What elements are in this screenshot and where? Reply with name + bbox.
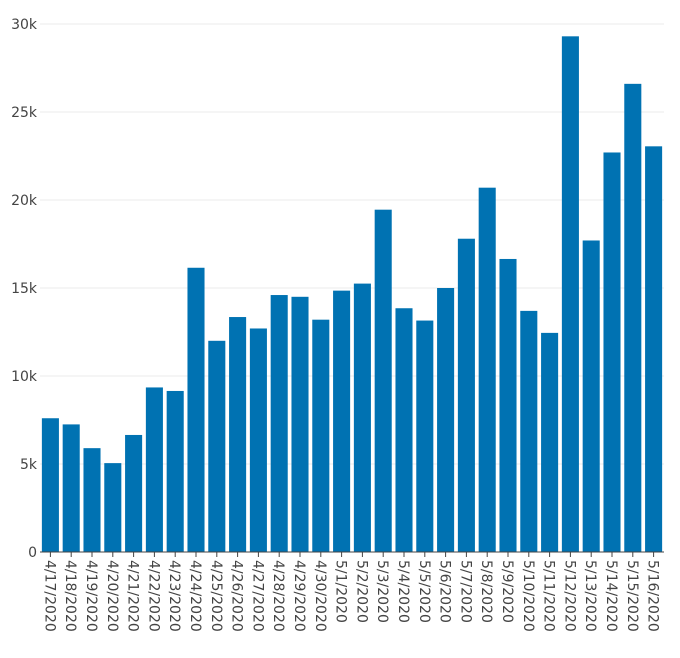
bar bbox=[145, 387, 163, 552]
bar bbox=[561, 36, 579, 552]
x-tick-label: 4/19/2020 bbox=[83, 560, 99, 632]
x-tick-label: 5/8/2020 bbox=[478, 560, 494, 623]
x-tick-label: 4/30/2020 bbox=[312, 560, 328, 632]
bar bbox=[187, 267, 205, 552]
y-tick-label: 20k bbox=[11, 193, 38, 209]
x-tick-label: 4/20/2020 bbox=[104, 560, 120, 632]
y-tick-label: 10k bbox=[11, 369, 38, 385]
bar bbox=[270, 295, 288, 552]
bar bbox=[499, 258, 517, 552]
x-tick-label: 4/22/2020 bbox=[145, 560, 161, 632]
x-tick-label: 5/16/2020 bbox=[645, 560, 661, 632]
y-tick-label: 15k bbox=[11, 281, 38, 297]
bar bbox=[83, 448, 101, 552]
bar bbox=[353, 283, 371, 552]
bar bbox=[208, 340, 226, 552]
x-tick-label: 4/25/2020 bbox=[208, 560, 224, 632]
x-tick-label: 5/2/2020 bbox=[353, 560, 369, 623]
x-tick-label: 4/24/2020 bbox=[187, 560, 203, 632]
y-tick-label: 0 bbox=[28, 545, 37, 561]
bar bbox=[312, 319, 330, 552]
bars bbox=[41, 36, 663, 553]
bar bbox=[603, 152, 621, 553]
x-tick-label: 4/21/2020 bbox=[125, 560, 141, 632]
x-tick-label: 5/9/2020 bbox=[499, 560, 515, 623]
gridlines bbox=[40, 23, 664, 465]
x-tick-label: 4/17/2020 bbox=[41, 560, 57, 632]
bar bbox=[333, 290, 351, 552]
x-tick-label: 5/15/2020 bbox=[624, 560, 640, 632]
y-tick-label: 30k bbox=[11, 17, 38, 33]
x-tick-label: 5/14/2020 bbox=[603, 560, 619, 632]
x-tick-label: 5/1/2020 bbox=[333, 560, 349, 623]
bar bbox=[541, 332, 559, 552]
bar bbox=[395, 308, 413, 552]
x-tick-label: 5/7/2020 bbox=[457, 560, 473, 623]
bar bbox=[249, 328, 267, 552]
x-tick-label: 5/11/2020 bbox=[541, 560, 557, 632]
bar bbox=[374, 209, 392, 552]
x-tick-label: 4/28/2020 bbox=[270, 560, 286, 632]
x-tick-label: 5/13/2020 bbox=[582, 560, 598, 632]
x-tick-label: 4/29/2020 bbox=[291, 560, 307, 632]
bar bbox=[291, 296, 309, 552]
bar bbox=[62, 424, 80, 552]
x-tick-label: 5/6/2020 bbox=[437, 560, 453, 623]
bar bbox=[166, 390, 184, 552]
bar bbox=[520, 310, 538, 552]
x-tick-label: 5/5/2020 bbox=[416, 560, 432, 623]
x-tick-label: 4/27/2020 bbox=[249, 560, 265, 632]
x-tick-label: 5/10/2020 bbox=[520, 560, 536, 632]
bar bbox=[229, 317, 247, 552]
bar bbox=[645, 146, 663, 552]
bar bbox=[624, 83, 642, 552]
bar bbox=[416, 320, 434, 552]
y-tick-label: 25k bbox=[11, 105, 38, 121]
bar bbox=[41, 418, 59, 552]
bar bbox=[582, 240, 600, 553]
bar bbox=[478, 187, 496, 552]
x-tick-label: 5/4/2020 bbox=[395, 560, 411, 623]
x-tick-label: 4/26/2020 bbox=[229, 560, 245, 632]
bar bbox=[457, 238, 475, 552]
x-tick-label: 4/18/2020 bbox=[62, 560, 78, 632]
y-axis-ticks: 0 5k 10k 15k 20k 25k 30k bbox=[11, 17, 38, 561]
bar bbox=[125, 434, 143, 552]
bar bbox=[104, 463, 122, 552]
y-tick-label: 5k bbox=[20, 457, 38, 473]
x-tick-label: 5/12/2020 bbox=[561, 560, 577, 632]
x-tick-label: 4/23/2020 bbox=[166, 560, 182, 632]
x-axis-ticks: 4/17/2020 4/18/2020 4/19/2020 4/20/2020 4/21… bbox=[41, 552, 661, 632]
x-tick-label: 5/3/2020 bbox=[374, 560, 390, 623]
bar bbox=[437, 288, 455, 552]
